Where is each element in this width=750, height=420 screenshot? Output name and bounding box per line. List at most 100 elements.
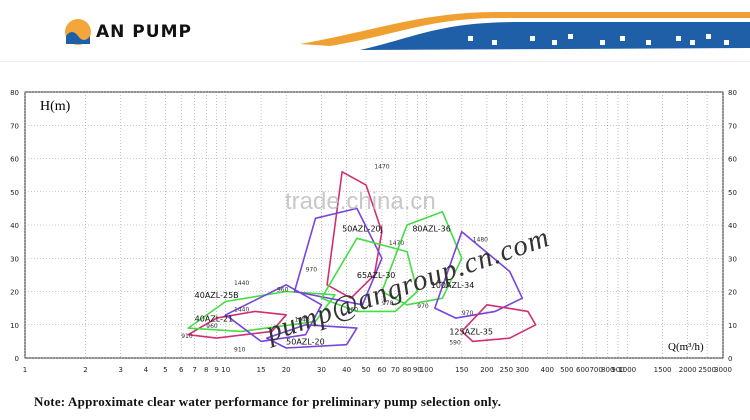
x-tick-label: 8: [204, 366, 208, 374]
speed-annotation: 970: [306, 267, 318, 274]
speed-annotation: 960: [277, 287, 289, 294]
speed-annotation: 910: [234, 346, 246, 353]
x-tick-label: 800: [601, 366, 614, 374]
model-label: 50AZL-20J: [342, 225, 383, 234]
y-tick-label-left: 80: [10, 89, 19, 97]
x-tick-label: 20: [282, 366, 291, 374]
series-curve: [187, 310, 287, 339]
x-tick-label: 30: [317, 366, 326, 374]
x-tick-label: 40: [342, 366, 351, 374]
series-curve: [187, 290, 336, 333]
x-tick-label: 7: [192, 366, 196, 374]
x-tick-label: 70: [391, 366, 400, 374]
speed-annotation: 1480: [473, 237, 488, 244]
x-tick-label: 1: [23, 366, 27, 374]
y-tick-label-left: 70: [10, 122, 19, 130]
y-tick-label-right: 80: [728, 89, 737, 97]
x-tick-label: 200: [480, 366, 493, 374]
y-tick-label-right: 60: [728, 156, 737, 164]
x-tick-label: 1000: [618, 366, 636, 374]
series-curve: [293, 207, 383, 306]
x-tick-label: 5: [163, 366, 167, 374]
series-curve: [434, 230, 524, 319]
y-tick-label-left: 30: [10, 255, 19, 263]
speed-annotation: 590: [449, 340, 461, 347]
brand-name: AN PUMP: [96, 22, 192, 42]
model-label: 40AZL-21: [195, 314, 234, 323]
x-tick-label: 3000: [714, 366, 732, 374]
y-tick-label-left: 20: [10, 289, 19, 297]
y-tick-label-right: 30: [728, 255, 737, 263]
x-axis-label: Q(m³/h): [668, 341, 704, 353]
x-tick-label: 50: [362, 366, 371, 374]
speed-annotation: 960: [206, 323, 218, 330]
series-curve: [320, 237, 419, 313]
chart-labels: 40AZL-21 40AZL-25B 50AZL-20 50AZL-20J 65AZL-…: [195, 225, 493, 347]
y-tick-label-left: 60: [10, 156, 19, 164]
y-tick-label-right: 10: [728, 322, 737, 330]
watermark-text: trade.china.cn: [285, 188, 436, 215]
x-tick-label: 600: [576, 366, 589, 374]
model-label: 125AZL-35: [449, 328, 493, 337]
y-tick-label-right: 0: [728, 355, 732, 363]
y-tick-label-left: 10: [10, 322, 19, 330]
x-tick-label: 700: [589, 366, 602, 374]
x-tick-label: 90: [413, 366, 422, 374]
x-tick-label: 4: [144, 366, 149, 374]
y-axis-label: H(m): [40, 99, 71, 114]
x-tick-label: 6: [179, 366, 184, 374]
series-curve: [461, 304, 537, 343]
y-tick-label-right: 40: [728, 222, 737, 230]
chart-series: [187, 171, 537, 349]
speed-annotation: 1440: [234, 280, 249, 287]
x-tick-label: 250: [500, 366, 513, 374]
chart-grid: [24, 91, 724, 359]
model-label: 80AZL-36: [412, 225, 451, 234]
y-tick-label-left: 50: [10, 189, 19, 197]
x-tick-label: 1500: [654, 366, 672, 374]
x-tick-label: 9: [214, 366, 218, 374]
x-tick-label: 2: [83, 366, 87, 374]
header-swoosh-blue: [360, 22, 750, 50]
x-tick-label: 900: [611, 366, 624, 374]
x-tick-label: 2500: [698, 366, 716, 374]
speed-annotation: 910: [181, 333, 193, 340]
model-label: 40AZL-25B: [195, 291, 239, 300]
chart-annotations: 1470 1470 1480 1440 1440 1440 960 960 960 970 970 9…: [181, 163, 488, 353]
model-label: 65AZL-30: [357, 271, 396, 280]
speed-annotation: 970: [382, 300, 394, 307]
speed-annotation: 1440: [234, 306, 249, 313]
x-tick-label: 80: [403, 366, 412, 374]
header-dots: [468, 34, 729, 45]
series-curve: [326, 171, 383, 299]
x-tick-label: 400: [541, 366, 554, 374]
header-swoosh-orange: [300, 12, 750, 46]
x-tick-label: 60: [377, 366, 386, 374]
logo-wave: [66, 32, 90, 44]
model-label: 100AZL-34: [431, 281, 475, 290]
page-header: [0, 12, 750, 62]
y-tick-label-right: 20: [728, 289, 737, 297]
speed-annotation: 1470: [374, 163, 389, 170]
x-tick-label: 2000: [679, 366, 697, 374]
series-curve: [224, 284, 323, 343]
x-tick-label: 3: [119, 366, 123, 374]
x-tick-label: 500: [560, 366, 573, 374]
x-tick-label: 10: [221, 366, 230, 374]
y-tick-label-left: 0: [15, 355, 19, 363]
x-tick-label: 15: [257, 366, 266, 374]
speed-annotation: 970: [417, 303, 429, 310]
x-tick-label: 100: [420, 366, 433, 374]
y-tick-label-right: 70: [728, 122, 737, 130]
model-label: 50AZL-20: [286, 338, 325, 347]
x-tick-label: 150: [455, 366, 468, 374]
y-tick-label-left: 40: [10, 222, 19, 230]
series-curve: [381, 210, 463, 306]
speed-annotation: 1470: [389, 240, 404, 247]
x-tick-label: 300: [516, 366, 529, 374]
footnote: Note: Approximate clear water performanc…: [34, 394, 502, 409]
speed-annotation: 970: [462, 310, 474, 317]
speed-annotation: 960: [347, 306, 359, 313]
